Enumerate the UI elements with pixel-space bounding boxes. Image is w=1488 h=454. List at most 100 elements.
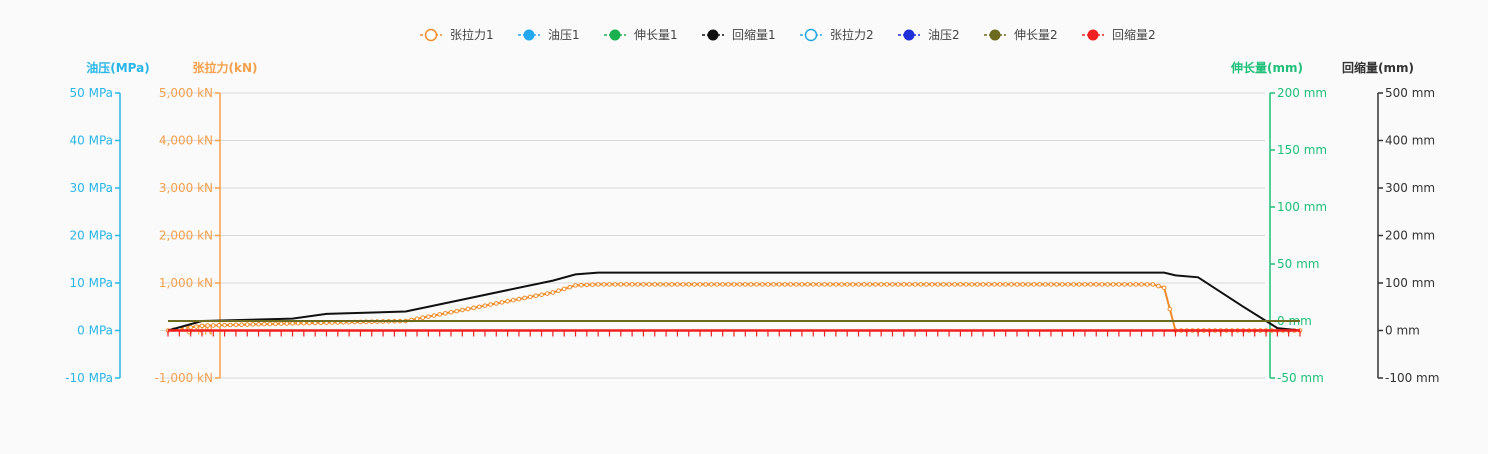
series-marker [929, 282, 935, 287]
series-marker [924, 282, 929, 287]
series-marker [986, 282, 992, 287]
series-marker [443, 311, 448, 316]
legend-item: 回缩量2 [1082, 27, 1156, 42]
series-marker [222, 322, 227, 328]
elongation-tick-label: 200 mm [1277, 86, 1327, 100]
series-marker [760, 282, 765, 287]
series-marker [720, 282, 725, 287]
series-marker [958, 282, 963, 287]
series-marker [510, 297, 516, 303]
legend-item: 伸长量1 [604, 28, 678, 42]
series-marker [963, 282, 969, 287]
series-marker [278, 321, 284, 326]
force-tick-label: 3,000 kN [159, 181, 213, 195]
series-marker [448, 309, 454, 315]
series-marker [1133, 282, 1139, 287]
series-marker [726, 282, 731, 287]
force-tick-label: 1,000 kN [159, 276, 213, 290]
legend-label: 张拉力2 [830, 27, 874, 42]
series-marker [1122, 282, 1127, 287]
series-marker [907, 282, 912, 287]
series-line [167, 271, 1301, 332]
series-marker [635, 282, 641, 287]
legend-label: 油压2 [928, 28, 960, 42]
series-marker [1043, 282, 1048, 287]
series-marker [601, 282, 607, 287]
series-marker [607, 282, 612, 287]
series-marker [1059, 282, 1065, 287]
series-marker [816, 282, 822, 287]
series-marker [861, 282, 867, 287]
series-marker [527, 294, 533, 300]
retraction-tick-label: 400 mm [1385, 134, 1435, 148]
series-marker [499, 300, 505, 305]
pressure-axis: 50 MPa 40 MPa 30 MPa 20 MPa 10 MPa 0 MPa -10 M… [65, 60, 150, 385]
force-tick-label: 5,000 kN [159, 86, 213, 100]
series-marker [788, 282, 793, 287]
series-marker [1150, 282, 1156, 287]
series-marker [522, 295, 527, 301]
series-marker [477, 304, 482, 310]
series-marker [776, 282, 782, 287]
series-layer [165, 271, 1303, 337]
series-marker [856, 282, 861, 287]
series-marker [250, 322, 256, 327]
legend-label: 回缩量2 [1112, 27, 1156, 42]
series-marker [833, 282, 839, 287]
pressure-tick-label: 50 MPa [70, 86, 114, 100]
series-marker [618, 282, 624, 287]
series-marker [1110, 282, 1116, 287]
series-marker [1116, 282, 1122, 287]
series-marker [544, 291, 550, 296]
series-marker [895, 282, 901, 287]
series-marker [1037, 282, 1042, 287]
series-marker [782, 282, 788, 287]
series-marker [561, 286, 567, 292]
series-marker [290, 321, 295, 326]
series-marker [493, 301, 499, 306]
series-marker [754, 282, 759, 287]
series-marker [873, 282, 878, 287]
series-marker [426, 314, 431, 319]
series-marker [748, 282, 754, 287]
retraction-tick-label: 200 mm [1385, 229, 1435, 243]
series-marker [799, 282, 805, 287]
legend-item: 伸长量2 [984, 28, 1058, 42]
series-1 [167, 271, 1301, 332]
series-marker [884, 282, 890, 287]
series-marker [675, 282, 680, 287]
retraction-tick-label: 0 mm [1385, 324, 1420, 338]
series-marker [488, 302, 493, 307]
series-marker [629, 282, 635, 287]
series-marker [912, 282, 918, 287]
series-marker [663, 282, 669, 287]
series-marker [652, 282, 658, 287]
pressure-axis-title: 油压(MPa) [86, 60, 149, 75]
series-marker [437, 312, 442, 317]
series-marker [992, 282, 997, 287]
series-marker [952, 282, 958, 287]
series-marker [1071, 282, 1076, 287]
series-marker [431, 313, 437, 318]
series-marker [1048, 282, 1054, 287]
series-marker [765, 282, 771, 287]
series-marker [465, 306, 471, 312]
series-marker [980, 282, 986, 287]
legend-item: 张拉力1 [420, 27, 494, 42]
legend-marker [903, 29, 915, 41]
series-marker [935, 282, 941, 287]
series-marker [1065, 282, 1071, 287]
legend-label: 回缩量1 [732, 27, 776, 42]
series-marker [1054, 282, 1059, 287]
legend-marker [989, 29, 1001, 41]
series-marker [273, 321, 278, 327]
series-marker [612, 282, 618, 287]
series-marker [239, 322, 244, 328]
series-marker [1099, 282, 1105, 287]
series-marker [261, 321, 267, 327]
legend-label: 油压1 [548, 28, 580, 42]
series-marker [533, 293, 539, 299]
legend-marker [424, 28, 438, 42]
series-marker [482, 303, 488, 308]
series-3 [167, 329, 1301, 337]
